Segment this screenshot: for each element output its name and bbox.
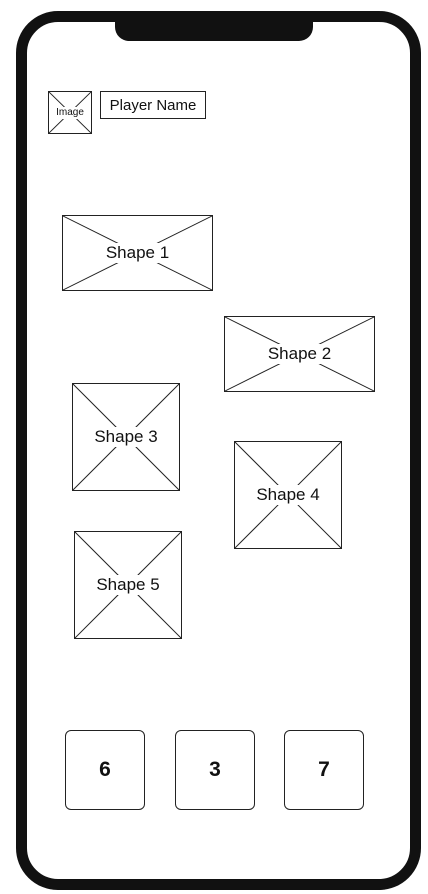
shape-label: Shape 5: [94, 575, 162, 595]
answer-button-3[interactable]: 7: [284, 730, 364, 810]
player-avatar-image: Image: [48, 91, 92, 134]
shape-4[interactable]: Shape 4: [234, 441, 342, 549]
shape-label: Shape 3: [92, 427, 160, 447]
answer-button-2[interactable]: 3: [175, 730, 255, 810]
shape-5[interactable]: Shape 5: [74, 531, 182, 639]
avatar-placeholder-label: Image: [54, 106, 86, 119]
shape-label: Shape 2: [265, 344, 334, 364]
shape-label: Shape 1: [103, 243, 172, 263]
answer-button-1[interactable]: 6: [65, 730, 145, 810]
shape-2[interactable]: Shape 2: [224, 316, 375, 392]
shape-1[interactable]: Shape 1: [62, 215, 213, 291]
shape-3[interactable]: Shape 3: [72, 383, 180, 491]
phone-notch: [115, 11, 313, 41]
shape-label: Shape 4: [254, 485, 322, 505]
player-name: Player Name: [100, 91, 206, 119]
